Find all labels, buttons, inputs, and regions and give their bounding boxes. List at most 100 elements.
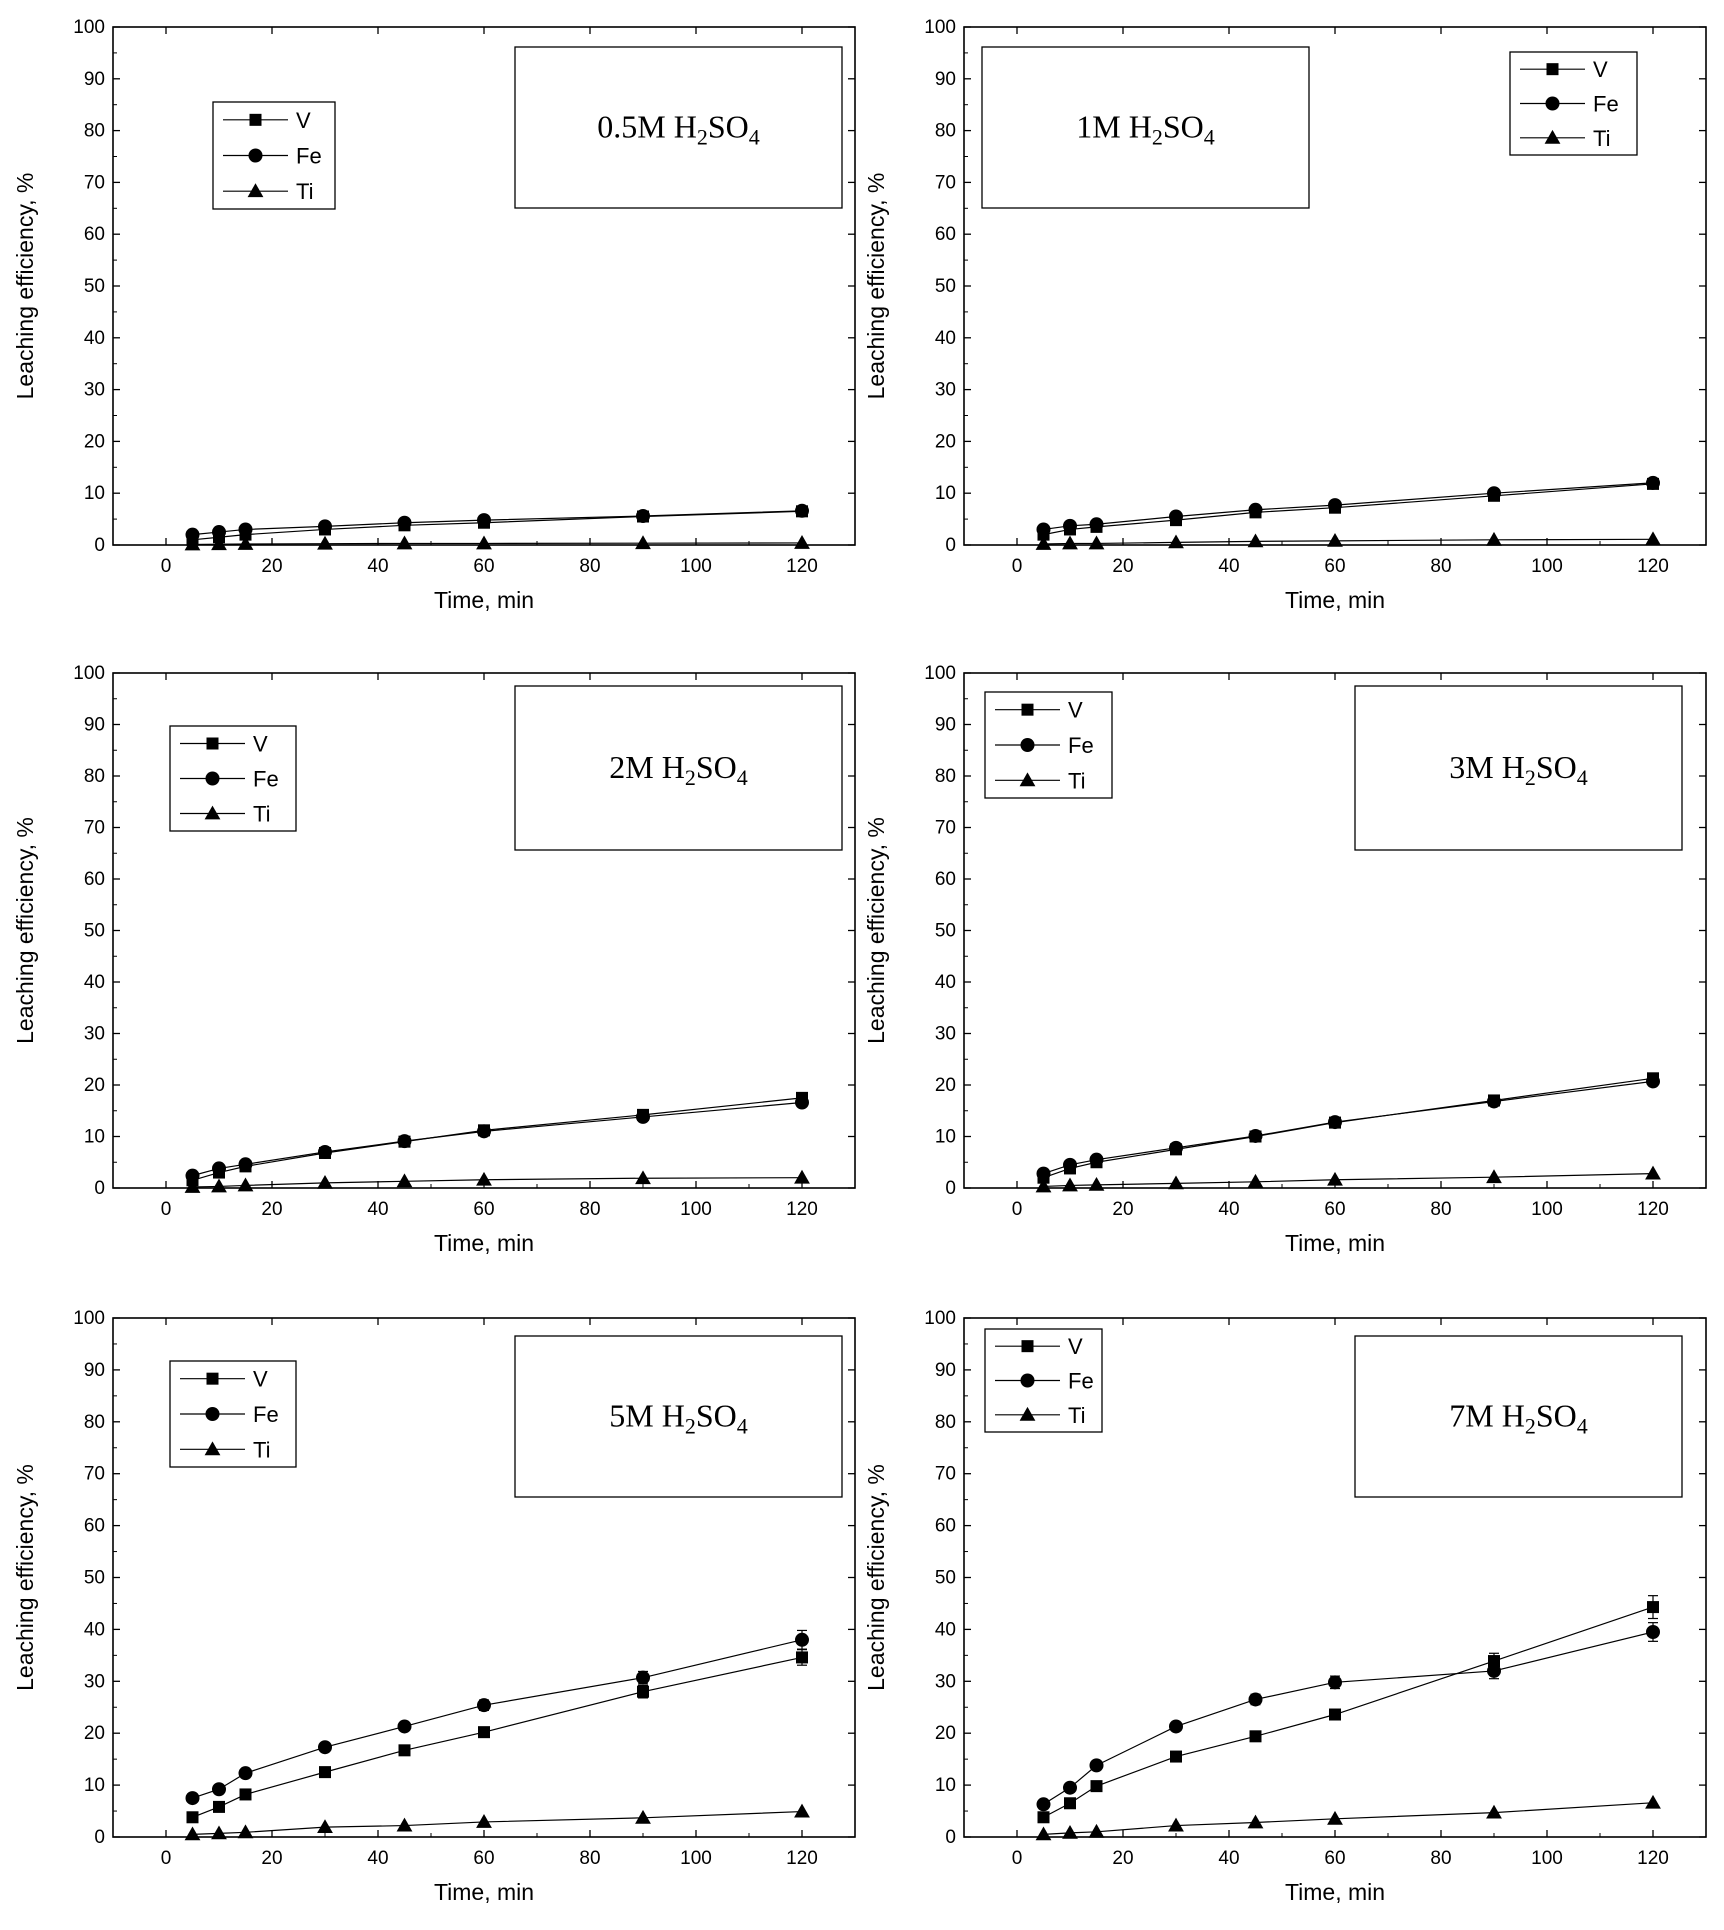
- y-tick-label: 10: [935, 1127, 956, 1148]
- acid-subscript: 2: [1525, 765, 1536, 790]
- data-point-Fe: [1646, 475, 1660, 490]
- data-point-Fe: [1248, 1692, 1263, 1707]
- acid-text: SO: [1163, 109, 1204, 145]
- data-point-V: [186, 1811, 199, 1824]
- concentration-box: [514, 685, 843, 851]
- data-point-Ti: [184, 1826, 201, 1841]
- legend-marker-Fe: [248, 148, 263, 163]
- x-axis-title: Time, min: [434, 1230, 534, 1256]
- x-tick-label: 120: [786, 1199, 818, 1220]
- data-point-Fe: [477, 1698, 491, 1713]
- acid-subscript: 4: [1204, 125, 1215, 150]
- data-point-Fe: [397, 515, 412, 530]
- data-point-Ti: [1486, 531, 1502, 546]
- y-tick-label: 30: [935, 1671, 956, 1692]
- y-axis-title: Leaching efficiency, %: [12, 817, 38, 1044]
- data-point-Fe: [185, 1168, 200, 1183]
- legend-marker-V: [1546, 63, 1559, 76]
- x-tick-label: 120: [1637, 1848, 1669, 1869]
- y-tick-label: 50: [935, 276, 956, 297]
- data-point-Fe: [795, 1632, 809, 1647]
- data-point-Fe: [1089, 1758, 1104, 1773]
- y-tick-label: 70: [84, 172, 105, 193]
- series-line-Fe: [192, 1101, 803, 1177]
- y-tick-label: 40: [935, 1619, 956, 1640]
- x-tick-label: 80: [1430, 1848, 1451, 1869]
- legend-marker-Ti: [1544, 129, 1561, 144]
- x-tick-label: 80: [1430, 1199, 1451, 1220]
- chart-panel-0_5M: 0 10 20 30 40 50 60 70 80 90 100 0 20 40 60 80 100 120 Tim…: [12, 17, 856, 613]
- data-point-Ti: [396, 1817, 413, 1832]
- data-point-V: [239, 1788, 252, 1801]
- data-point-Ti: [635, 1170, 651, 1185]
- data-point-Ti: [1168, 1175, 1184, 1190]
- x-tick-label: 120: [1637, 556, 1669, 577]
- x-tick-label: 40: [1218, 1199, 1239, 1220]
- x-tick-label: 100: [680, 1848, 712, 1869]
- x-tick-label: 20: [261, 556, 282, 577]
- data-point-Fe: [477, 513, 491, 528]
- x-tick-label: 60: [473, 1848, 494, 1869]
- y-tick-label: 30: [935, 1024, 956, 1045]
- x-tick-label: 80: [579, 1199, 600, 1220]
- y-tick-label: 100: [924, 1308, 956, 1329]
- x-tick-label: 100: [1531, 556, 1563, 577]
- chart-panel-1M: 0 10 20 30 40 50 60 70 80 90 100 0 20 40 60 80 100 120 Tim…: [863, 17, 1707, 613]
- y-tick-label: 100: [73, 17, 105, 38]
- legend-label-V: V: [1593, 57, 1608, 82]
- data-point-Fe: [1646, 1624, 1660, 1639]
- x-axis-title: Time, min: [434, 1879, 534, 1905]
- data-point-Ti: [237, 1177, 254, 1192]
- data-point-Fe: [1063, 518, 1077, 533]
- y-tick-label: 0: [94, 1178, 105, 1199]
- legend-label-Fe: Fe: [253, 767, 279, 792]
- legend-label-Fe: Fe: [1068, 1369, 1094, 1394]
- x-tick-label: 0: [161, 1199, 172, 1220]
- legend-marker-Ti: [1019, 1406, 1036, 1421]
- y-tick-label: 80: [84, 766, 105, 787]
- acid-text: SO: [696, 749, 737, 785]
- concentration-box: [981, 46, 1310, 209]
- series-line-Ti: [192, 1177, 803, 1188]
- data-point-Ti: [211, 1178, 227, 1193]
- data-point-Ti: [1486, 1169, 1502, 1184]
- data-point-Ti: [1088, 1823, 1105, 1838]
- y-tick-label: 0: [945, 1827, 956, 1848]
- y-tick-label: 20: [84, 431, 105, 452]
- x-tick-label: 20: [261, 1199, 282, 1220]
- y-tick-label: 10: [84, 1775, 105, 1796]
- y-tick-label: 30: [84, 380, 105, 401]
- y-tick-label: 80: [935, 766, 956, 787]
- data-point-Ti: [476, 1171, 492, 1186]
- x-axis-title: Time, min: [1285, 1230, 1385, 1256]
- y-tick-label: 0: [945, 535, 956, 556]
- series-line-V: [1043, 483, 1654, 536]
- data-point-Fe: [212, 525, 226, 540]
- x-axis-title: Time, min: [1285, 1879, 1385, 1905]
- data-point-V: [398, 1744, 411, 1757]
- acid-text: SO: [1536, 749, 1577, 785]
- legend-label-Ti: Ti: [296, 179, 314, 204]
- legend-label-Ti: Ti: [1068, 1403, 1086, 1428]
- data-point-Ti: [1168, 534, 1184, 549]
- concentration-text: 2M H: [609, 749, 685, 785]
- x-tick-label: 60: [1324, 556, 1345, 577]
- data-point-Fe: [1487, 486, 1501, 501]
- y-tick-label: 20: [935, 431, 956, 452]
- concentration-text: 7M H: [1449, 1398, 1525, 1434]
- y-tick-label: 10: [935, 483, 956, 504]
- legend-marker-Fe: [1020, 738, 1035, 752]
- y-tick-label: 20: [84, 1723, 105, 1744]
- y-tick-label: 100: [924, 663, 956, 684]
- y-tick-label: 30: [935, 380, 956, 401]
- concentration-label: 5M H2SO4: [609, 1398, 747, 1439]
- series-line-Ti: [1043, 538, 1654, 545]
- legend-label-Ti: Ti: [1593, 126, 1611, 151]
- data-point-Ti: [1327, 1810, 1343, 1825]
- series-line-Ti: [1043, 1802, 1654, 1836]
- series-line-V: [192, 510, 803, 541]
- x-tick-label: 40: [1218, 556, 1239, 577]
- x-tick-label: 80: [579, 1848, 600, 1869]
- x-axis-title: Time, min: [1285, 587, 1385, 613]
- data-point-Fe: [1328, 1675, 1342, 1690]
